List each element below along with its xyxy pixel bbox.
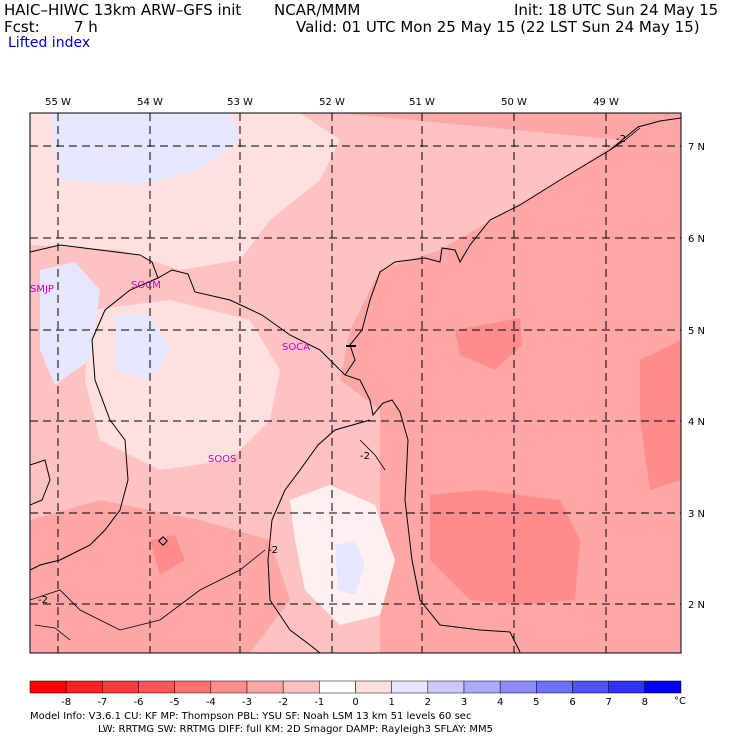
shaded-field [30, 113, 681, 653]
colorbar-swatch [174, 680, 212, 694]
field-name: Lifted index [8, 35, 91, 51]
colorbar-swatch [246, 680, 284, 694]
station-label: SOCA [282, 342, 310, 353]
model-info-line1: Model Info: V3.6.1 CU: KF MP: Thompson P… [30, 711, 472, 722]
contour-label: -2 [616, 134, 626, 145]
colorbar-tick-label: 3 [461, 697, 467, 708]
contour-label: -2 [268, 545, 278, 556]
colorbar-tick-label: -8 [61, 697, 71, 708]
lat-label: 4 N [688, 417, 705, 428]
colorbar-tick-label: 2 [425, 697, 431, 708]
colorbar-unit: °C [674, 696, 686, 707]
colorbar-swatch [138, 680, 175, 694]
colorbar-tick-label: 5 [533, 697, 539, 708]
graticule [30, 113, 681, 653]
colorbar-tick-label: 1 [388, 697, 394, 708]
colorbar-tick-label: -6 [134, 697, 144, 708]
colorbar-tick-label: -5 [170, 697, 180, 708]
colorbar [29, 680, 682, 694]
colorbar-swatch [282, 680, 320, 694]
contours-minus2 [30, 127, 641, 641]
colorbar-swatch [499, 680, 537, 694]
lon-label: 49 W [593, 97, 619, 108]
colorbar-swatch [102, 680, 139, 694]
forecast-label: Fcst: [4, 18, 40, 36]
lon-label: 55 W [45, 97, 71, 108]
colorbar-tick-label: 4 [497, 697, 503, 708]
colorbar-swatch [608, 680, 646, 694]
map-frame [29, 112, 682, 654]
lat-label: 7 N [688, 142, 705, 153]
colorbar-swatch [29, 680, 67, 694]
colorbar-tick-label: -1 [314, 697, 324, 708]
station-label: SMJP [30, 284, 54, 295]
colorbar-tick-label: -3 [242, 697, 252, 708]
init-time: Init: 18 UTC Sun 24 May 15 [514, 1, 719, 19]
colorbar-swatch [319, 680, 356, 694]
colorbar-swatch [536, 680, 573, 694]
lat-labels: 7 N 6 N 5 N 4 N 3 N 2 N [688, 142, 705, 611]
colorbar-swatch [391, 680, 429, 694]
colorbar-swatch [572, 680, 609, 694]
station-mark [158, 536, 168, 546]
lon-labels: 55 W 54 W 53 W 52 W 51 W 50 W 49 W [45, 97, 619, 108]
lon-label: 54 W [137, 97, 163, 108]
model-title: HAIC–HIWC 13km ARW–GFS init [4, 1, 242, 19]
colorbar-swatch [65, 680, 103, 694]
lon-label: 50 W [501, 97, 527, 108]
colorbar-tick-label: 6 [569, 697, 575, 708]
colorbar-tick-label: 0 [352, 697, 358, 708]
station-label: SOOS [208, 454, 236, 465]
lat-label: 5 N [688, 326, 705, 337]
lat-label: 6 N [688, 234, 705, 245]
contour-label: -2 [360, 451, 370, 462]
coastlines [30, 117, 681, 653]
lat-label: 3 N [688, 509, 705, 520]
colorbar-swatch [644, 680, 682, 694]
lon-label: 53 W [227, 97, 253, 108]
valid-time: Valid: 01 UTC Mon 25 May 15 (22 LST Sun … [296, 18, 700, 36]
contour-labels: -2 -2 -2 -2 [38, 134, 626, 606]
colorbar-swatch [463, 680, 501, 694]
colorbar-tick-label: 7 [605, 697, 611, 708]
station-labels: SMJP SOCM SOCA SOOS [30, 280, 310, 465]
station-label: SOCM [131, 280, 161, 291]
model-info-line2: LW: RRTMG SW: RRTMG DIFF: full KM: 2D Sm… [98, 724, 494, 735]
lat-label: 2 N [688, 600, 705, 611]
colorbar-tick-label: -7 [97, 697, 107, 708]
contour-label: -2 [38, 595, 48, 606]
forecast-hour: 7 h [74, 18, 98, 36]
lon-label: 51 W [409, 97, 435, 108]
colorbar-swatch [427, 680, 465, 694]
lon-label: 52 W [319, 97, 345, 108]
colorbar-swatch [355, 680, 392, 694]
colorbar-tick-label: 8 [642, 697, 648, 708]
colorbar-swatch [210, 680, 248, 694]
colorbar-labels: -8 -7 -6 -5 -4 -3 -2 -1 0 1 2 3 4 5 6 7 8 [61, 697, 648, 708]
colorbar-tick-label: -4 [206, 697, 216, 708]
colorbar-tick-label: -2 [278, 697, 288, 708]
center-name: NCAR/MMM [274, 1, 361, 19]
